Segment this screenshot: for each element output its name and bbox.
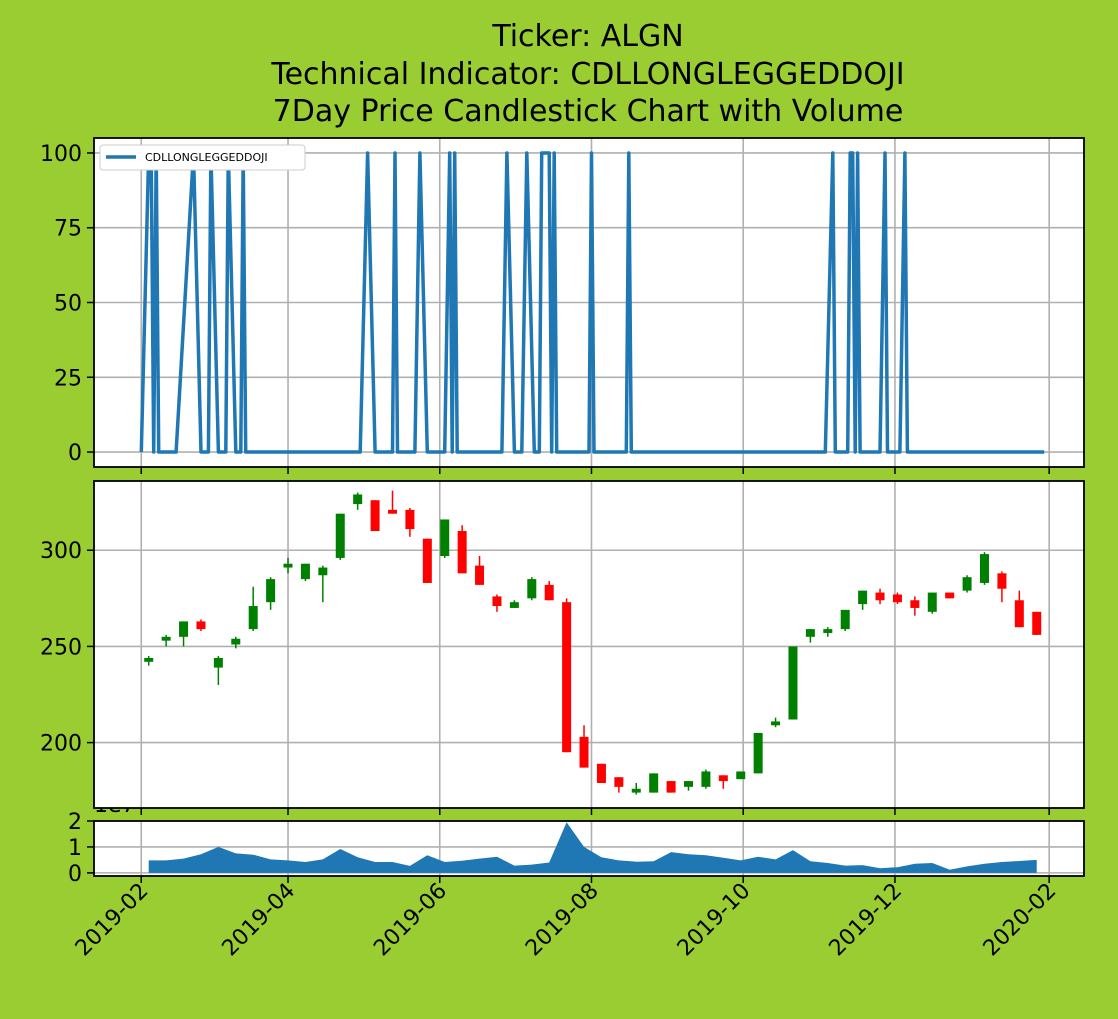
candle-body-2019-05-13 (387, 509, 397, 514)
price-ytick-label-250: 250 (40, 635, 82, 660)
candle-body-2020-01-13 (997, 573, 1007, 589)
candle-body-2019-09-09 (683, 781, 693, 787)
candle-body-2019-02-11 (161, 636, 171, 641)
price-ytick-label-200: 200 (40, 732, 82, 757)
chart-title-line-2: Technical Indicator: CDLLONGLEGGEDDOJI (270, 57, 904, 92)
legend-label: CDLLONGLEGGEDDOJI (145, 151, 268, 164)
volume-area (148, 822, 1037, 873)
candle-body-2019-10-14 (771, 721, 781, 726)
candle-body-2019-02-18 (179, 621, 189, 637)
indicator-line (139, 151, 1045, 454)
candle-body-2019-06-17 (475, 565, 485, 585)
candle-body-2019-12-02 (892, 594, 902, 603)
candle-body-2019-09-30 (736, 771, 746, 780)
candle-body-2019-06-10 (457, 531, 467, 574)
candle-body-2019-03-18 (248, 606, 258, 630)
candle-body-2019-05-20 (405, 509, 415, 530)
chart-title-line-1: Ticker: ALGN (491, 19, 683, 54)
candle-body-2019-04-08 (300, 563, 310, 580)
xtick-label-2019-02: 2019-02 (71, 879, 154, 962)
candle-body-2019-09-23 (718, 775, 728, 782)
candle-body-2020-01-27 (1032, 611, 1042, 635)
indicator-ytick-label-50: 50 (54, 292, 82, 317)
candle-body-2019-12-30 (962, 577, 972, 591)
candle-body-2019-02-04 (144, 657, 154, 662)
candle-body-2019-10-07 (753, 732, 763, 774)
candle-body-2019-08-05 (596, 763, 606, 783)
volume-frame (93, 820, 1085, 877)
xtick-label-2019-10: 2019-10 (673, 879, 756, 962)
price-ytick-label-300: 300 (40, 539, 82, 564)
indicator-ytick-label-100: 100 (40, 142, 82, 167)
candle-body-2019-05-27 (422, 538, 432, 583)
indicator-ytick-label-75: 75 (54, 217, 82, 242)
candle-body-2019-08-12 (614, 777, 624, 787)
chart-title-line-3: 7Day Price Candlestick Chart with Volume (273, 94, 904, 129)
xtick-label-2019-12: 2019-12 (825, 879, 908, 962)
xtick-label-2019-04: 2019-04 (218, 879, 301, 962)
candle-body-2019-02-25 (196, 621, 206, 630)
candle-body-2019-08-19 (631, 788, 641, 793)
candle-body-2019-11-25 (875, 592, 885, 601)
candle-body-2019-03-11 (231, 638, 241, 645)
candle-body-2019-05-06 (370, 500, 380, 532)
candle-body-2019-11-04 (823, 629, 833, 633)
xtick-label-2019-06: 2019-06 (369, 879, 452, 962)
price-panel: 200 250 300 (40, 480, 1085, 815)
candle-body-2019-07-22 (562, 602, 572, 753)
candle-body-2019-11-18 (858, 590, 868, 605)
price-frame (93, 480, 1085, 809)
price-plot-area (94, 481, 1084, 808)
candle-body-2019-07-01 (509, 602, 519, 608)
candle-body-2019-03-04 (213, 657, 223, 668)
candle-body-2020-01-20 (1014, 600, 1024, 628)
volume-panel: 012 (68, 810, 1085, 887)
candle-body-2019-10-28 (805, 629, 815, 637)
candle-body-2019-04-22 (335, 513, 345, 558)
candle-body-2019-04-15 (318, 567, 328, 576)
volume-ytick-label-0: 0 (68, 862, 82, 887)
xtick-label-2020-02: 2020-02 (979, 879, 1062, 962)
indicator-ytick-label-25: 25 (54, 366, 82, 391)
candle-body-2019-10-21 (788, 646, 798, 720)
candle-body-2019-12-16 (927, 592, 937, 612)
candle-body-2019-08-26 (649, 773, 659, 793)
candle-body-2019-06-24 (492, 596, 502, 607)
indicator-ytick-label-0: 0 (68, 441, 82, 466)
candle-body-2019-04-29 (353, 494, 363, 505)
candle-body-2019-12-23 (945, 592, 955, 599)
candle-body-2019-03-25 (266, 579, 276, 603)
candle-body-2019-12-09 (910, 600, 920, 608)
candle-body-2019-07-29 (579, 736, 589, 768)
candle-body-2019-07-15 (544, 584, 554, 601)
candle-body-2019-06-03 (440, 519, 450, 557)
legend-box (99, 144, 306, 171)
indicator-panel: 0 25 50 75 100 CDLLONGLEGGEDDOJI (40, 137, 1085, 474)
indicator-legend: CDLLONGLEGGEDDOJI (99, 144, 306, 171)
candle-body-2020-01-06 (980, 554, 990, 583)
candle-body-2019-11-11 (840, 609, 850, 630)
candle-body-2019-07-08 (527, 579, 537, 599)
candle-body-2019-09-16 (701, 771, 711, 787)
volume-ytick-label-1: 1 (68, 836, 82, 861)
candle-body-2019-04-01 (283, 563, 293, 568)
xtick-label-2019-08: 2019-08 (521, 879, 604, 962)
volume-ytick-label-2: 2 (68, 810, 82, 835)
candle-body-2019-09-02 (666, 781, 676, 793)
